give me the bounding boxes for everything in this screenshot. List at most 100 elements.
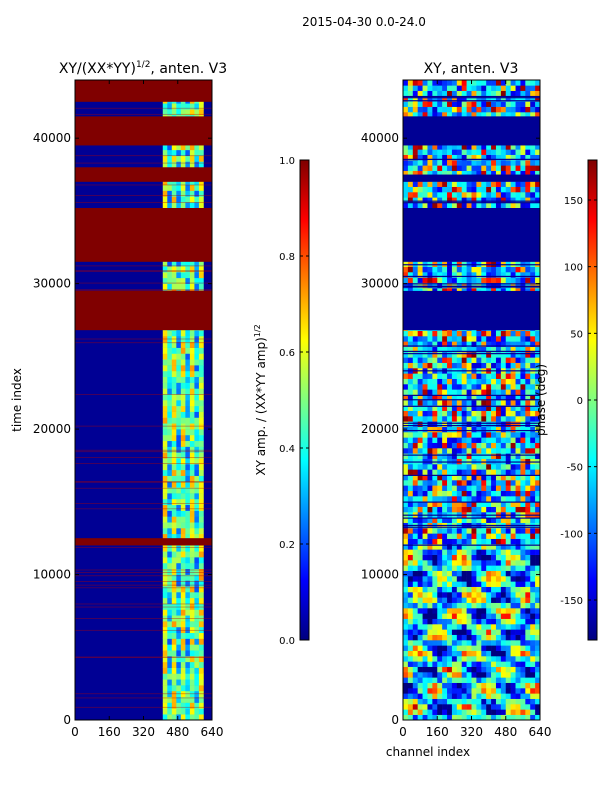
right-heatmap-cell [427,640,433,646]
right-heatmap-cell [491,640,497,646]
right-heatmap-cell [422,336,428,342]
right-heatmap-cell [447,560,453,566]
right-heatmap-cell [412,656,418,662]
right-heatmap-cell [403,592,409,598]
right-heatmap-cell [525,661,531,667]
right-heatmap-cell [442,496,448,502]
right-heatmap-cell [495,533,502,539]
right-heatmap-cell [451,709,458,715]
right-heatmap-cell [407,538,414,545]
right-heatmap-cell [437,288,443,294]
left-heatmap-cell [198,667,204,674]
right-heatmap-cell [471,533,477,539]
right-heatmap-cell [520,378,526,385]
right-heatmap-cell [510,528,516,534]
right-heatmap-cell [412,650,418,657]
right-heatmap-cell [491,597,497,603]
right-heatmap-cell [422,608,428,614]
right-heatmap-cell [535,597,540,603]
right-heatmap-cell [417,101,423,107]
right-heatmap-cell [510,362,516,369]
right-heatmap-cell [432,373,438,379]
left-heatmap-line [75,584,212,586]
right-heatmap-cell [403,704,409,710]
right-heatmap-cell [476,389,482,395]
right-heatmap-cell [447,528,453,534]
right-heatmap-cell [500,554,507,561]
right-heatmap-cell [437,416,443,422]
left-heatmap-cell [171,632,177,639]
left-heatmap-cell [180,574,186,581]
left-heatmap-cell [194,109,200,116]
right-heatmap-cell [466,506,472,513]
right-heatmap-line [403,285,540,287]
right-heatmap-cell [491,618,497,625]
right-heatmap-cell [495,597,502,603]
right-heatmap-cell [422,570,428,577]
right-heatmap-cell [495,416,502,422]
right-heatmap-cell [520,181,526,187]
right-heatmap-cell [525,490,531,497]
right-heatmap-cell [427,645,433,651]
right-heatmap-cell [417,96,423,102]
left-heatmap-cell [171,592,177,599]
right-heatmap-cell [417,389,423,395]
right-heatmap-cell [471,613,477,619]
right-heatmap-cell [451,650,458,657]
right-heatmap-cell [466,560,472,566]
right-heatmap-cell [530,656,536,662]
right-heatmap-cell [500,336,507,342]
right-heatmap-cell [461,698,467,705]
left-heatmap-cell [198,330,204,337]
left-heatmap-cell [185,475,191,482]
left-heatmap-cell [167,574,173,581]
right-heatmap-cell [461,400,467,406]
left-heatmap-cell [185,464,191,471]
right-heatmap-cell [407,682,414,689]
right-heatmap-cell [461,666,467,673]
right-heatmap-cell [417,640,423,646]
right-heatmap-cell [525,645,531,651]
left-heatmap-cell [185,592,191,599]
right-heatmap-cell [466,693,472,699]
left-heatmap-cell [171,149,177,156]
right-heatmap-cell [412,266,418,273]
right-heatmap-cell [530,181,536,187]
left-heatmap-line [75,202,212,203]
left-heatmap-cell [198,685,204,692]
left-heatmap-cell [180,650,186,657]
right-heatmap-cell [486,437,492,443]
right-heatmap-cell [481,330,487,337]
right-heatmap-cell [403,336,409,342]
right-heatmap-cell [451,506,458,513]
right-heatmap-cell [500,448,507,454]
right-heatmap-cell [412,394,418,401]
left-heatmap-cell [189,400,195,407]
right-heatmap-cell [466,453,472,459]
right-heatmap-cell [447,677,453,683]
right-heatmap-cell [495,410,502,417]
right-heatmap-cell [466,101,472,107]
right-heatmap-cell [520,650,526,657]
right-heatmap-cell [451,602,458,609]
left-heatmap-cell [198,184,204,191]
right-heatmap-cell [481,698,487,705]
right-heatmap-cell [505,96,511,102]
right-heatmap-cell [461,410,467,417]
right-heatmap-cell [461,394,467,401]
right-heatmap-cell [466,181,472,187]
right-heatmap-cell [481,266,487,273]
right-heatmap-line [403,461,540,463]
right-heatmap-cell [466,170,472,177]
left-heatmap-cell [171,178,177,186]
right-heatmap-cell [427,437,433,443]
left-heatmap-cell [194,673,200,680]
right-heatmap-cell [403,410,409,417]
left-heatmap-cell [162,656,168,663]
right-heatmap-cell [500,485,507,491]
right-heatmap-cell [437,400,443,406]
left-heatmap-cell [198,429,204,436]
right-heatmap-cell [520,85,526,91]
left-heatmap-cell [162,528,168,535]
right-heatmap-cell [456,421,463,427]
